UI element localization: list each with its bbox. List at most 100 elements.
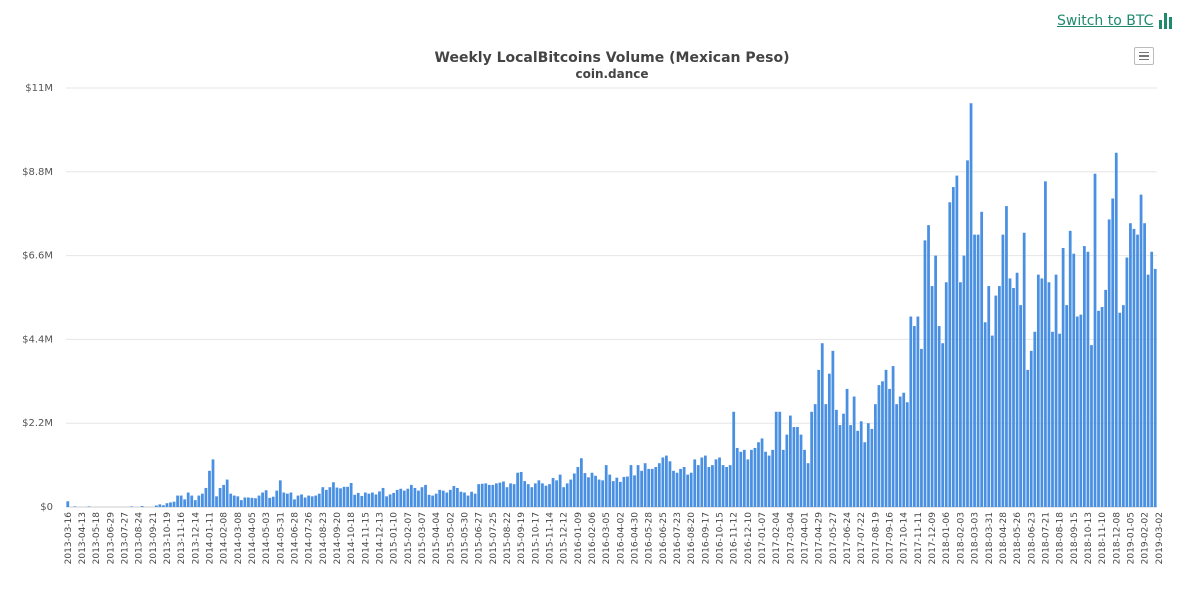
bar xyxy=(810,411,814,507)
bar xyxy=(1044,181,1047,507)
x-tick-label: 2016-06-25 xyxy=(659,512,669,564)
bar xyxy=(852,396,856,507)
bar xyxy=(895,404,899,507)
x-tick-label: 2014-10-18 xyxy=(347,512,357,565)
x-tick-label: 2014-01-11 xyxy=(205,512,215,564)
bar xyxy=(268,497,272,507)
bar xyxy=(523,481,527,507)
bar xyxy=(1107,219,1111,507)
bar xyxy=(859,421,863,507)
bar xyxy=(884,369,888,507)
bar xyxy=(576,467,580,507)
x-tick-label: 2018-10-13 xyxy=(1084,512,1094,564)
y-axis-labels: $0 $2.2M $4.4M $6.6M $8.8M $11M xyxy=(22,83,53,513)
x-tick-label: 2015-05-02 xyxy=(446,512,456,564)
bar xyxy=(1075,316,1079,507)
bar xyxy=(934,255,937,507)
x-tick-label: 2013-09-21 xyxy=(149,512,159,564)
bar xyxy=(495,483,498,507)
bar xyxy=(990,335,994,507)
bar xyxy=(533,483,537,507)
bar-series xyxy=(66,103,1157,508)
x-tick-label: 2015-12-12 xyxy=(560,512,570,564)
x-tick-label: 2018-05-26 xyxy=(1013,512,1023,565)
bar xyxy=(200,493,204,507)
bar xyxy=(271,496,275,507)
bar xyxy=(1040,278,1044,507)
bar xyxy=(728,465,732,507)
bar xyxy=(1001,234,1005,507)
bar xyxy=(948,202,952,507)
x-tick-label: 2015-08-22 xyxy=(503,512,513,564)
bar xyxy=(349,483,353,507)
bar xyxy=(725,467,728,507)
bar xyxy=(636,465,640,507)
bar xyxy=(381,487,385,507)
bar xyxy=(874,404,877,507)
bar xyxy=(239,500,243,507)
bar xyxy=(789,415,792,507)
bar xyxy=(293,499,296,507)
x-tick-label: 2015-11-14 xyxy=(546,512,556,565)
bar xyxy=(307,495,311,507)
bar xyxy=(753,447,757,507)
bar xyxy=(714,459,718,507)
bar xyxy=(824,404,828,507)
bar xyxy=(661,457,665,507)
bar xyxy=(668,461,672,507)
bar xyxy=(686,474,690,507)
bar xyxy=(937,326,941,507)
bar xyxy=(987,286,991,507)
bar xyxy=(700,457,704,507)
bar xyxy=(278,480,282,507)
bar xyxy=(909,316,913,507)
bar xyxy=(927,225,930,507)
bar xyxy=(441,490,445,507)
x-tick-label: 2016-09-17 xyxy=(701,512,711,564)
x-tick-label: 2018-08-18 xyxy=(1056,512,1066,565)
x-tick-label: 2019-03-02 xyxy=(1155,512,1165,564)
bar xyxy=(431,495,434,507)
bar xyxy=(551,478,555,507)
x-tick-label: 2014-05-31 xyxy=(276,512,286,564)
switch-to-btc-link[interactable]: Switch to BTC xyxy=(1057,13,1173,29)
bar xyxy=(806,463,810,507)
bar xyxy=(424,484,427,507)
bar xyxy=(891,366,895,507)
bar xyxy=(371,492,374,507)
bar xyxy=(1083,246,1086,507)
bar xyxy=(969,103,973,508)
bar xyxy=(225,479,229,507)
bar xyxy=(1150,251,1154,507)
bar xyxy=(732,411,736,507)
bar xyxy=(618,481,622,507)
bar xyxy=(324,489,328,507)
x-tick-label: 2014-05-03 xyxy=(262,512,272,564)
x-tick-label: 2017-04-29 xyxy=(815,512,825,565)
bar xyxy=(962,255,966,507)
x-tick-label: 2017-11-11 xyxy=(914,512,924,564)
bar xyxy=(654,467,658,507)
bar xyxy=(342,486,346,507)
bar xyxy=(1111,198,1115,507)
bar xyxy=(643,463,647,507)
bar xyxy=(254,498,257,507)
bar xyxy=(849,425,852,507)
x-tick-label: 2017-06-24 xyxy=(843,512,853,565)
bar xyxy=(420,487,424,507)
bar xyxy=(742,449,746,507)
bar xyxy=(1068,230,1072,507)
x-tick-label: 2015-02-07 xyxy=(404,512,414,564)
bar xyxy=(360,495,364,507)
bar-chart-icon xyxy=(1159,13,1173,29)
x-tick-label: 2015-10-17 xyxy=(531,512,541,564)
bar xyxy=(1072,253,1076,507)
hamburger-menu-icon[interactable] xyxy=(1134,47,1154,65)
bar xyxy=(877,385,881,507)
x-tick-label: 2016-02-06 xyxy=(588,512,598,565)
x-tick-label: 2017-02-04 xyxy=(772,512,782,565)
bar xyxy=(1054,274,1058,507)
x-tick-label: 2013-04-13 xyxy=(78,512,88,564)
bar xyxy=(1090,345,1093,507)
